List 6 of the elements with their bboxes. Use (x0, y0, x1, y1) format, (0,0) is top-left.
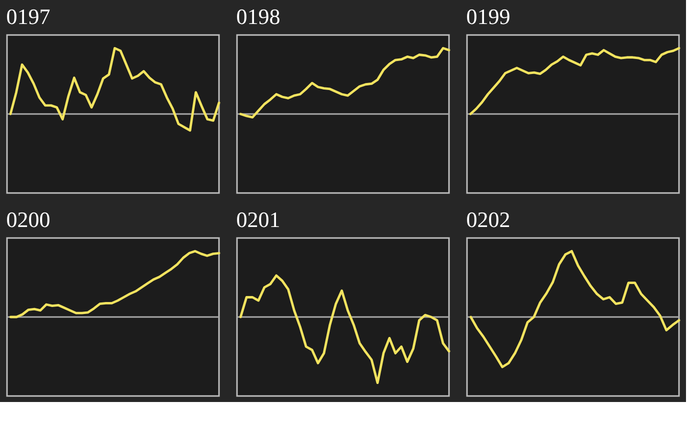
chart-title: 0202 (466, 207, 510, 232)
chart-title: 0200 (6, 207, 50, 232)
chart-title: 0198 (236, 4, 280, 29)
chart-title: 0201 (236, 207, 280, 232)
chart-title: 0197 (6, 4, 50, 29)
chart-title: 0199 (466, 4, 510, 29)
